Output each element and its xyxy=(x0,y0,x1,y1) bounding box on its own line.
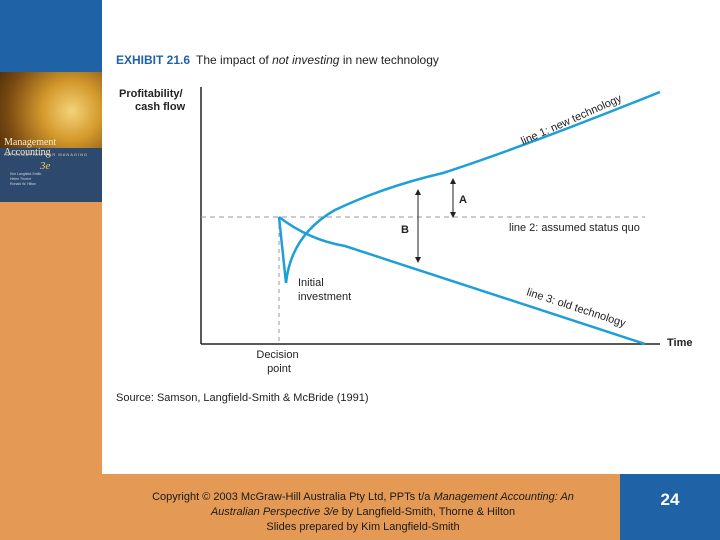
decision-point-line2: point xyxy=(267,363,291,375)
book-cover-subtitle: INFORMATION FOR MANAGING xyxy=(4,152,89,157)
copyright-line2-text: by Langfield-Smith, Thorne & Hilton xyxy=(341,506,516,518)
gap-a-arrowhead-bottom xyxy=(450,212,456,218)
slide-number: 24 xyxy=(660,490,680,509)
line2-label: line 2: assumed status quo xyxy=(509,222,640,234)
line1-new-technology xyxy=(277,90,661,284)
initial-investment-line2: investment xyxy=(298,291,351,303)
copyright-line2: Australian Perspective 3/e by Langfield-… xyxy=(120,505,606,520)
copyright-text: Copyright © 2003 McGraw-Hill Australia P… xyxy=(120,490,606,535)
copyright-line1: Copyright © 2003 McGraw-Hill Australia P… xyxy=(120,490,606,505)
book-cover-author: Ronald W. Hilton xyxy=(10,182,37,186)
copyright-line3: Slides prepared by Kim Langfield-Smith xyxy=(266,521,460,533)
source-citation: Source: Samson, Langfield-Smith & McBrid… xyxy=(116,392,369,404)
copyright-line2-italic: Australian Perspective 3/e xyxy=(210,506,339,518)
copyright-line1-text: Copyright © 2003 McGraw-Hill Australia P… xyxy=(152,491,431,503)
book-cover-author: Kim Langfield-Smith xyxy=(10,172,42,176)
exhibit-title-after: in new technology xyxy=(342,53,439,67)
y-axis-label-line2: cash flow xyxy=(135,101,186,113)
footer-number-block xyxy=(620,474,720,540)
book-cover-author: Helen Thorne xyxy=(10,177,32,181)
left-top-blue-block xyxy=(0,0,102,72)
gap-a-label: A xyxy=(459,194,467,206)
gap-a-arrowhead-top xyxy=(450,178,456,184)
initial-investment-label: Initial investment xyxy=(298,277,351,303)
gap-b-arrowhead-top xyxy=(415,189,421,195)
exhibit-title: EXHIBIT 21.6 The impact of not investing … xyxy=(116,53,439,67)
gap-b-label: B xyxy=(401,224,409,236)
gap-b-arrowhead-bottom xyxy=(415,257,421,263)
y-axis-label-line1: Profitability/ xyxy=(119,88,183,100)
copyright-line1-italic: Management Accounting: An xyxy=(433,491,574,503)
exhibit-label: EXHIBIT 21.6 xyxy=(116,53,191,67)
exhibit-title-italic: not investing xyxy=(272,53,340,67)
line1-label: line 1: new technology xyxy=(519,92,624,147)
line3-old-technology xyxy=(278,216,646,346)
x-axis-label: Time xyxy=(667,337,692,349)
book-cover-image: Management Accounting INFORMATION FOR MA… xyxy=(0,72,102,202)
decision-point-line1: Decision xyxy=(256,349,298,361)
diagram-panel: Profitability/ cash flow Time Decision p… xyxy=(113,75,702,382)
decision-point-label: Decision point xyxy=(256,349,301,375)
book-cover-band xyxy=(0,148,102,202)
y-axis-label: Profitability/ cash flow xyxy=(119,88,186,113)
footer-band xyxy=(102,474,620,540)
exhibit-title-before: The impact of xyxy=(196,53,269,67)
book-cover-edition: 3e xyxy=(40,160,51,172)
book-cover-authors: Kim Langfield-Smith Helen Thorne Ronald … xyxy=(10,172,41,187)
line3-label: line 3: old technology xyxy=(525,286,627,330)
diagram-svg: Profitability/ cash flow Time Decision p… xyxy=(119,87,692,375)
book-cover-title: Management Accounting xyxy=(4,137,57,158)
initial-investment-line1: Initial xyxy=(298,277,324,289)
